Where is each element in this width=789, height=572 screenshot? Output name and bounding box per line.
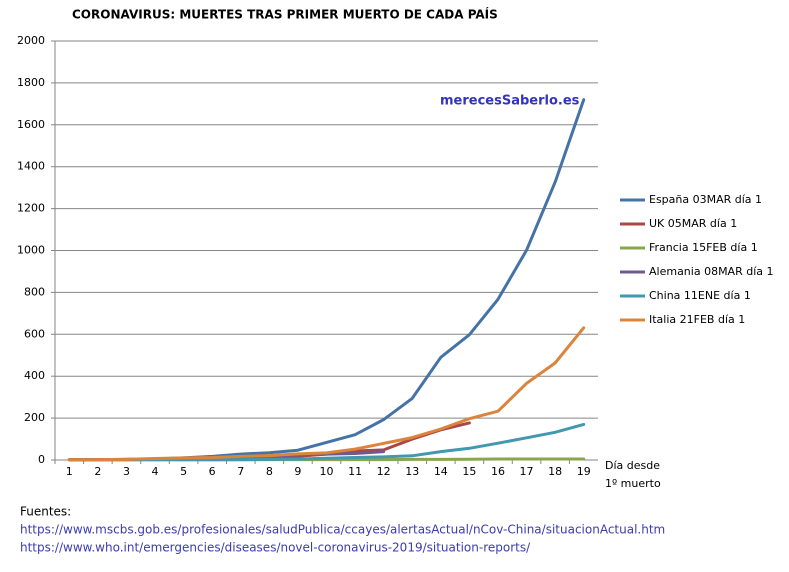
x-tick-label: 16 (491, 465, 505, 478)
legend-label: Italia 21FEB día 1 (649, 313, 745, 326)
x-tick-label: 4 (152, 465, 159, 478)
x-axis-label: 1º muerto (605, 477, 661, 490)
y-tick-label: 1800 (17, 76, 45, 89)
x-tick-label: 13 (405, 465, 419, 478)
y-tick-label: 1000 (17, 244, 45, 257)
legend-label: China 11ENE día 1 (649, 289, 751, 302)
y-tick-label: 0 (38, 453, 45, 466)
y-tick-label: 2000 (17, 34, 45, 47)
x-tick-label: 6 (209, 465, 216, 478)
source-link[interactable]: https://www.who.int/emergencies/diseases… (20, 541, 531, 555)
x-tick-label: 8 (266, 465, 273, 478)
y-tick-label: 800 (24, 285, 45, 298)
watermark: merecesSaberlo.es (440, 94, 580, 109)
x-tick-label: 10 (320, 465, 334, 478)
legend-label: España 03MAR día 1 (649, 193, 762, 206)
y-tick-label: 600 (24, 327, 45, 340)
y-tick-label: 1200 (17, 202, 45, 215)
y-tick-label: 1600 (17, 118, 45, 131)
x-tick-label: 11 (348, 465, 362, 478)
legend-label: Alemania 08MAR día 1 (649, 265, 774, 278)
x-tick-label: 1 (66, 465, 73, 478)
x-tick-label: 17 (520, 465, 534, 478)
chart-title: CORONAVIRUS: MUERTES TRAS PRIMER MUERTO … (72, 7, 498, 22)
x-tick-label: 15 (462, 465, 476, 478)
x-tick-label: 18 (548, 465, 562, 478)
y-tick-label: 200 (24, 411, 45, 424)
source-link[interactable]: https://www.mscbs.gob.es/profesionales/s… (20, 523, 665, 537)
x-tick-label: 19 (577, 465, 591, 478)
x-tick-label: 12 (377, 465, 391, 478)
x-tick-label: 7 (237, 465, 244, 478)
y-tick-label: 1400 (17, 160, 45, 173)
x-tick-label: 9 (294, 465, 301, 478)
x-tick-label: 5 (180, 465, 187, 478)
y-tick-label: 400 (24, 369, 45, 382)
sources-heading: Fuentes: (20, 505, 71, 519)
legend-label: UK 05MAR día 1 (649, 217, 737, 230)
x-tick-label: 3 (123, 465, 130, 478)
x-tick-label: 2 (94, 465, 101, 478)
x-tick-label: 14 (434, 465, 448, 478)
x-axis-label: Día desde (605, 459, 660, 472)
series-line (67, 98, 586, 462)
legend-label: Francia 15FEB día 1 (649, 241, 758, 254)
series-line (67, 326, 586, 462)
